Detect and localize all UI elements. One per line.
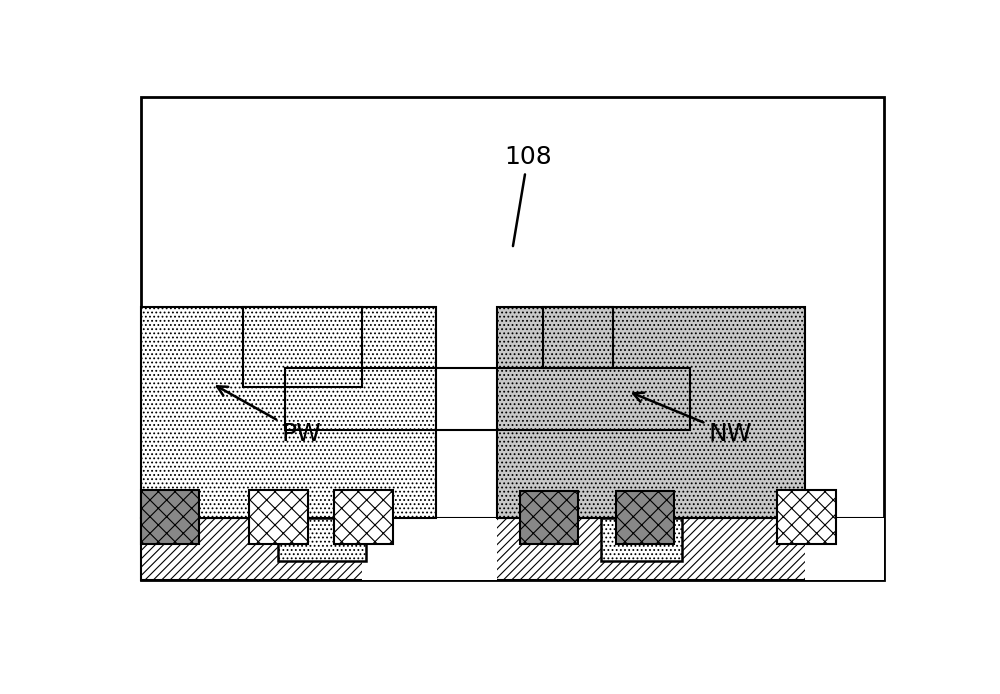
Bar: [243, 307, 362, 387]
Bar: [249, 490, 308, 543]
Bar: [141, 490, 199, 543]
Bar: [543, 307, 613, 369]
Bar: [616, 491, 674, 543]
Bar: [278, 518, 366, 561]
Bar: [141, 307, 436, 518]
Text: 108: 108: [504, 145, 552, 246]
Bar: [601, 518, 682, 561]
Bar: [141, 518, 884, 580]
Bar: [520, 491, 578, 543]
Text: PW: PW: [217, 387, 321, 446]
Bar: [285, 369, 690, 430]
Bar: [497, 307, 805, 518]
Bar: [334, 490, 393, 543]
Bar: [805, 518, 884, 580]
Bar: [362, 518, 497, 580]
Text: NW: NW: [633, 393, 752, 446]
Bar: [777, 490, 836, 543]
